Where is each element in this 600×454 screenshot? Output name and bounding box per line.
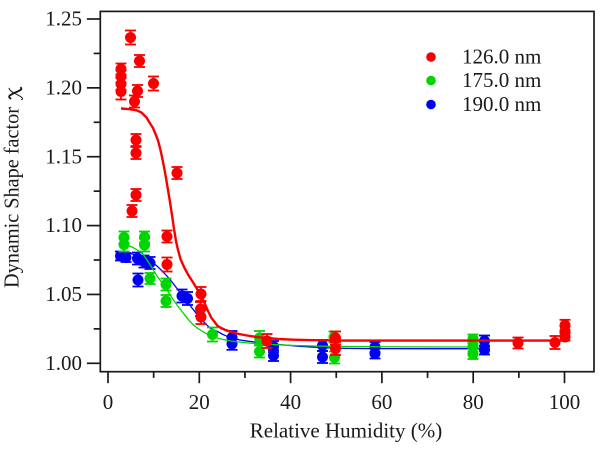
svg-text:1.05: 1.05: [45, 282, 82, 306]
svg-text:190.0 nm: 190.0 nm: [462, 92, 541, 116]
svg-text:80: 80: [463, 390, 484, 414]
svg-text:1.25: 1.25: [45, 7, 82, 31]
svg-text:1.20: 1.20: [45, 76, 82, 100]
svg-text:1.15: 1.15: [45, 144, 82, 168]
svg-text:1.10: 1.10: [45, 213, 82, 237]
svg-text:20: 20: [189, 390, 210, 414]
svg-text:0: 0: [103, 390, 114, 414]
svg-text:40: 40: [280, 390, 301, 414]
svg-text:126.0 nm: 126.0 nm: [462, 45, 541, 69]
svg-text:Relative Humidity (%): Relative Humidity (%): [250, 419, 442, 443]
svg-text:175.0 nm: 175.0 nm: [462, 68, 541, 92]
svg-text:Dynamic Shape factor: Dynamic Shape factor: [0, 107, 24, 288]
svg-text:1.00: 1.00: [45, 351, 82, 375]
svg-text:100: 100: [549, 390, 581, 414]
svg-text:60: 60: [371, 390, 392, 414]
